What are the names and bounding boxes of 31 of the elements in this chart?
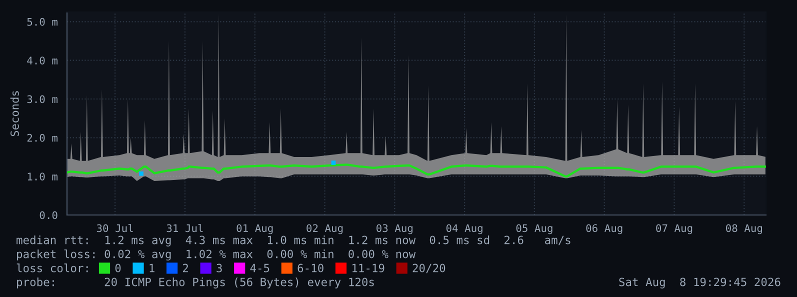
x-tick-label: 07 Aug	[656, 224, 692, 234]
y-tick-label: 3.0 m	[27, 95, 58, 104]
y-tick-label: 0.0	[40, 211, 58, 220]
text: Sat Aug 8 19:29:45 2026	[619, 278, 780, 288]
text: probe: 20 ICMP Echo Pings (56 Bytes) every 120s	[17, 278, 374, 288]
y-tick-label: 4.0 m	[27, 56, 58, 64]
legend-title: loss color:	[16, 264, 88, 272]
y-tick-label: 1.0 m	[28, 172, 58, 180]
x-tick-label: 30 Jul	[96, 224, 133, 232]
legend-label: 0	[115, 264, 121, 272]
legend-label: 4-5	[250, 264, 270, 272]
x-tick-label: 02 Aug	[306, 224, 343, 234]
y-axis-title: Seconds	[10, 91, 19, 136]
legend-label: 20/20	[412, 264, 446, 274]
line-series	[67, 164, 766, 178]
legend-label: 3	[216, 264, 222, 272]
text: packet loss: 0.02 % avg 1.02 % max 0.00 % min 0.00 % now	[17, 249, 416, 261]
legend-label: 6-10	[298, 264, 324, 272]
y-tick-label: 5.0 m	[27, 18, 58, 26]
x-tick-label: 05 Aug	[516, 224, 552, 234]
y-tick-label: 2.0 m	[27, 134, 58, 142]
x-tick-label: 03 Aug	[376, 224, 412, 234]
x-tick-label: 01 Aug	[236, 224, 273, 234]
x-tick-label: 08 Aug	[726, 224, 762, 234]
x-tick-label: 31 Jul	[166, 224, 203, 232]
x-tick-label: 04 Aug	[446, 224, 482, 234]
legend-label: 11-19	[352, 264, 384, 272]
text: median rtt: 1.2 ms avg 4.3 ms max 1.0 ms min 1.2 ms now 0.5 ms sd 2.6 am/s	[16, 236, 570, 246]
x-tick-label: 06 Aug	[586, 224, 622, 234]
legend-label: 1	[150, 264, 154, 272]
legend-label: 2	[183, 264, 188, 272]
